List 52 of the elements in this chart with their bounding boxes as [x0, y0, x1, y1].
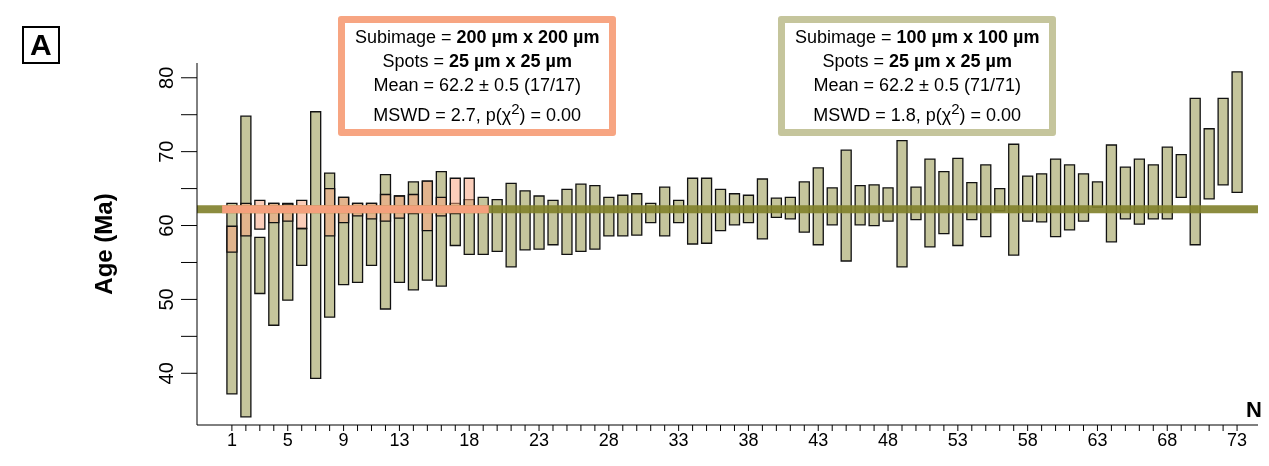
- annotation: Subimage = 200 µm x 200 µm Spots = 25 µm x 25 µm Mean = 62.2 ± 0.5 (17/17) MSWD = 2.7, p(χ$^{2}$) = 0.00: [355, 27, 600, 127]
- x-tick-label: 48: [878, 429, 899, 450]
- annotation: Subimage = 100 µm x 100 µm Spots = 25 µm x 25 µm Mean = 62.2 ± 0.5 (71/71) MSWD = 1.8, p(χ$^{2}$) = 0.00: [795, 27, 1040, 127]
- x-tick-label: 23: [529, 429, 550, 450]
- y-tick-label: 40: [155, 362, 177, 385]
- bar: [1231, 71, 1243, 193]
- bar: [1008, 143, 1020, 256]
- x-tick-label: 68: [1157, 429, 1178, 450]
- x-tick-label: 13: [389, 429, 410, 450]
- x-tick-label: 5: [282, 429, 293, 450]
- x-tick-label: 1: [226, 429, 237, 450]
- bar: [407, 181, 420, 291]
- bar: [240, 115, 252, 418]
- x-tick-label: 43: [808, 429, 829, 450]
- x-tick-label: 58: [1017, 429, 1038, 450]
- bar: [379, 173, 392, 310]
- bar: [1203, 128, 1215, 200]
- y-tick-label: 50: [155, 288, 177, 311]
- chart-title: A: [22, 26, 60, 64]
- bar: [337, 196, 350, 286]
- x-tick-label: 9: [338, 429, 349, 450]
- bar: [421, 180, 434, 281]
- bar: [435, 170, 447, 287]
- x-tick-label: 28: [598, 429, 619, 450]
- x-axis-title: N: [1246, 397, 1262, 422]
- bar: [282, 202, 294, 301]
- bar: [952, 157, 964, 247]
- y-tick-label: 80: [155, 66, 177, 89]
- y-tick-label: 60: [155, 214, 177, 237]
- bar: [226, 225, 238, 253]
- y-tick-label: 70: [155, 140, 177, 163]
- bar: [393, 195, 406, 284]
- bar: [896, 139, 908, 268]
- x-tick-label: 38: [738, 429, 759, 450]
- bar: [268, 202, 280, 326]
- x-tick-label: 73: [1227, 429, 1248, 450]
- bar: [1175, 153, 1187, 199]
- bar: [254, 236, 266, 295]
- bar: [505, 182, 517, 268]
- bar: [924, 158, 936, 248]
- bar: [310, 111, 322, 380]
- bar: [296, 227, 308, 267]
- bar: [1217, 97, 1229, 186]
- bar: [226, 202, 238, 395]
- x-tick-label: 33: [668, 429, 689, 450]
- bar: [840, 149, 852, 262]
- bar: [1189, 97, 1201, 246]
- x-tick-label: 63: [1087, 429, 1108, 450]
- bar: [323, 172, 336, 318]
- x-tick-label: 18: [459, 429, 480, 450]
- x-tick-label: 53: [947, 429, 968, 450]
- y-axis-title: Age (Ma): [89, 193, 117, 295]
